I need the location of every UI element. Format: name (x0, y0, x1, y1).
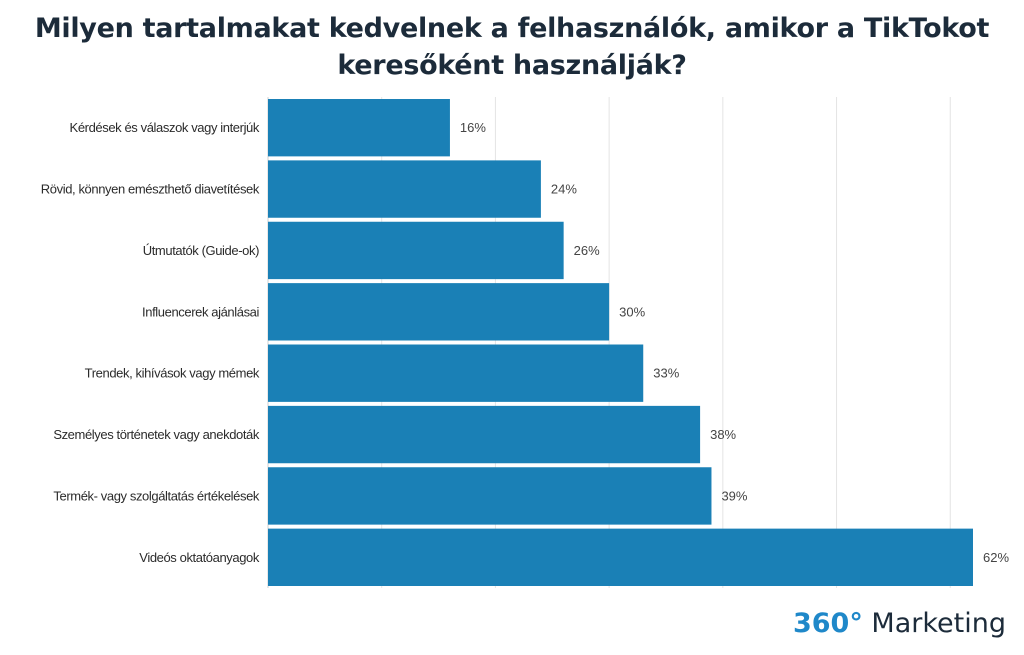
value-labels: 16% 24% 26% 30% 33% 38% 39% 62% (460, 120, 1010, 565)
category-label: Trendek, kihívások vagy mémek (85, 366, 260, 381)
bar (268, 160, 541, 218)
bars (268, 99, 973, 586)
value-label: 24% (551, 182, 577, 197)
bar (268, 344, 644, 402)
category-label: Termék- vagy szolgáltatás értékelések (53, 488, 259, 503)
brand-logo-text: Marketing (862, 608, 1006, 639)
chart-title-line-1: Milyen tartalmakat kedvelnek a felhaszná… (34, 13, 990, 44)
value-label: 62% (983, 550, 1009, 565)
brand-logo: 360° Marketing (793, 606, 1006, 642)
category-label: Rövid, könnyen emészthető diavetítések (41, 182, 260, 197)
category-label: Útmutatók (Guide-ok) (143, 243, 259, 258)
value-label: 16% (460, 120, 486, 135)
value-label: 30% (619, 304, 645, 319)
bar (268, 528, 973, 586)
chart-title-line-2: keresőként használják? (337, 50, 687, 81)
category-label: Személyes történetek vagy anekdoták (53, 427, 260, 442)
bar (268, 283, 610, 341)
value-label: 33% (653, 366, 679, 381)
category-label: Videós oktatóanyagok (139, 550, 260, 565)
value-label: 26% (574, 243, 600, 258)
bar (268, 99, 450, 157)
bar (268, 467, 712, 525)
category-labels: Kérdések és válaszok vagy interjúk Rövid,… (41, 120, 261, 565)
category-label: Influencerek ajánlásai (142, 304, 259, 319)
brand-logo-accent: 360° (792, 608, 863, 639)
value-label: 39% (721, 488, 747, 503)
value-label: 38% (710, 427, 736, 442)
bar (268, 405, 701, 464)
chart-title: Milyen tartalmakat kedvelnek a felhaszná… (0, 10, 1024, 84)
category-label: Kérdések és válaszok vagy interjúk (70, 120, 260, 135)
bar (268, 221, 564, 280)
